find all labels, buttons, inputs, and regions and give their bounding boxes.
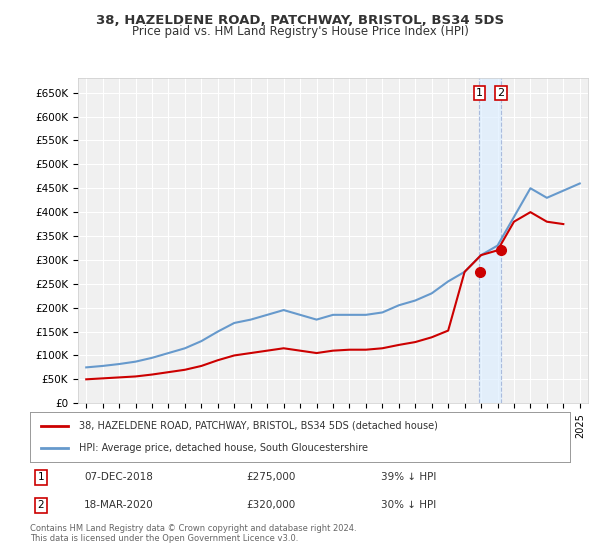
Text: 39% ↓ HPI: 39% ↓ HPI <box>381 472 436 482</box>
Text: 1: 1 <box>37 472 44 482</box>
Text: 30% ↓ HPI: 30% ↓ HPI <box>381 500 436 510</box>
Text: 38, HAZELDENE ROAD, PATCHWAY, BRISTOL, BS34 5DS: 38, HAZELDENE ROAD, PATCHWAY, BRISTOL, B… <box>96 14 504 27</box>
Text: £320,000: £320,000 <box>246 500 295 510</box>
Text: 1: 1 <box>476 88 483 98</box>
Text: 2: 2 <box>497 88 505 98</box>
Bar <box>479 78 501 403</box>
Text: Contains HM Land Registry data © Crown copyright and database right 2024.
This d: Contains HM Land Registry data © Crown c… <box>30 524 356 543</box>
Text: 38, HAZELDENE ROAD, PATCHWAY, BRISTOL, BS34 5DS (detached house): 38, HAZELDENE ROAD, PATCHWAY, BRISTOL, B… <box>79 421 437 431</box>
Text: Price paid vs. HM Land Registry's House Price Index (HPI): Price paid vs. HM Land Registry's House … <box>131 25 469 38</box>
Text: 2: 2 <box>37 500 44 510</box>
Text: HPI: Average price, detached house, South Gloucestershire: HPI: Average price, detached house, Sout… <box>79 443 368 453</box>
Text: 07-DEC-2018: 07-DEC-2018 <box>84 472 153 482</box>
Text: 18-MAR-2020: 18-MAR-2020 <box>84 500 154 510</box>
Text: £275,000: £275,000 <box>246 472 295 482</box>
